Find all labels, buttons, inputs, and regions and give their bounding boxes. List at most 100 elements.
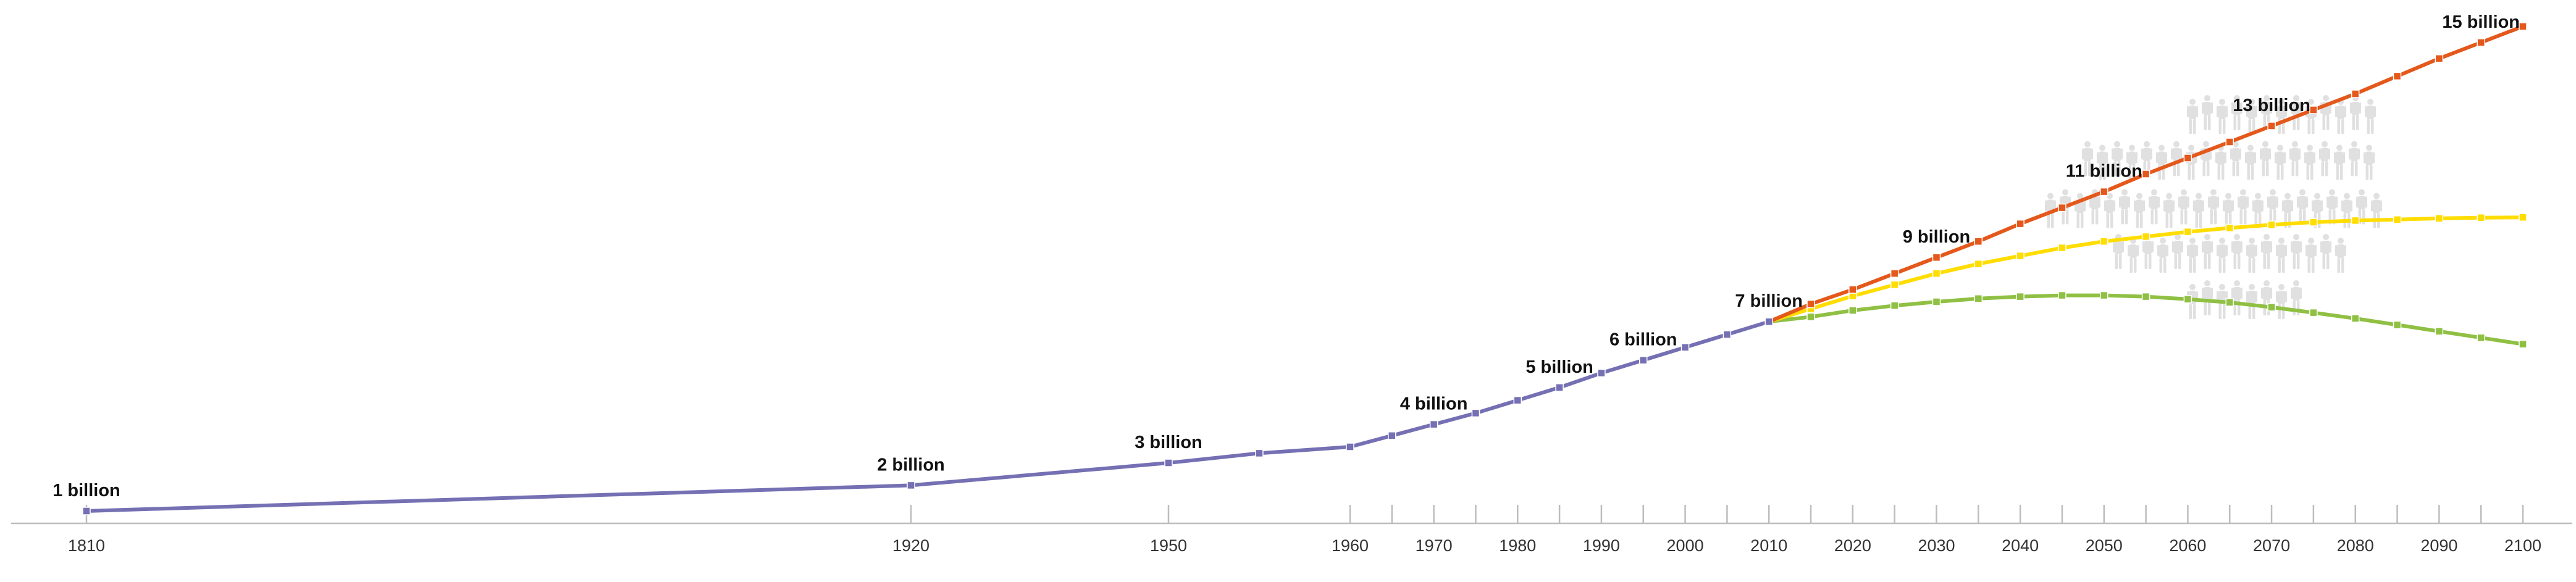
person-silhouette-icon [2349,141,2360,177]
data-point [1932,269,1941,278]
data-point [1974,294,1983,303]
data-point [1722,330,1732,339]
person-silhouette-icon [2276,284,2287,319]
person-silhouette-icon [2215,144,2226,180]
series-line [85,320,1771,513]
data-point [2393,215,2402,224]
x-tick-label: 1810 [68,536,105,555]
data-label: 13 billion [2233,96,2310,115]
x-tick-label: 2100 [2504,536,2541,555]
data-point [1513,396,1522,405]
data-point [1255,449,1264,458]
data-point [1346,443,1354,451]
person-silhouette-icon [2157,238,2168,273]
person-silhouette-icon [2261,234,2272,269]
data-point [2309,308,2318,317]
person-silhouette-icon [2319,141,2330,177]
data-point [1388,431,1396,440]
person-silhouette-icon [2276,238,2287,273]
person-silhouette-icon [2149,189,2160,225]
person-silhouette-icon [2128,238,2139,273]
data-point [82,507,91,515]
person-silhouette-icon [2156,144,2167,180]
person-silhouette-icon [2365,99,2376,134]
person-silhouette-icon [2326,189,2338,225]
person-silhouette-icon [2171,141,2182,177]
data-point [2141,232,2150,241]
data-point [1932,253,1941,262]
person-silhouette-icon [2217,99,2228,134]
data-point [1974,237,1983,246]
data-point [2477,333,2485,342]
data-point [2477,213,2485,222]
data-point [1639,355,1648,365]
data-point [1680,343,1690,352]
data-point [2058,203,2066,212]
data-point [2435,54,2444,63]
data-point [2519,213,2527,222]
x-tick-label: 1980 [1499,536,1536,555]
data-point [2351,89,2360,98]
data-point [1848,285,1857,294]
data-label: 15 billion [2442,12,2520,32]
person-silhouette-icon [2291,234,2302,269]
x-tick-label: 2040 [2002,536,2039,555]
x-tick-label: 2060 [2169,536,2206,555]
x-tick-label: 1990 [1583,536,1620,555]
data-label: 1 billion [52,481,120,501]
person-silhouette-icon [2245,144,2256,180]
person-silhouette-icon [2364,144,2375,180]
x-tick-label: 1950 [1150,536,1187,555]
x-tick-label: 1970 [1416,536,1453,555]
person-silhouette-icon [2119,189,2130,225]
data-point [2058,243,2066,252]
data-point [1890,301,1899,310]
data-point [2016,292,2024,301]
data-point [2309,106,2318,114]
data-label: 6 billion [1609,330,1677,350]
person-silhouette-icon [2252,193,2263,228]
data-point [2309,218,2318,227]
data-point [2435,327,2444,336]
data-point [1848,306,1857,315]
person-silhouette-icon [2260,141,2271,177]
data-point [1164,459,1173,467]
data-point [2519,339,2527,349]
data-point [2225,138,2234,146]
x-tick-label: 2080 [2337,536,2374,555]
person-silhouette-icon [2217,238,2228,273]
person-silhouette-icon [2305,238,2317,273]
x-tick-label: 2020 [1834,536,1871,555]
person-silhouette-icon [2246,238,2257,273]
data-point [1806,299,1815,309]
person-silhouette-icon [2202,95,2213,130]
person-silhouette-icon [2223,193,2234,228]
person-silhouette-icon [2231,234,2242,269]
data-point [1597,368,1606,378]
data-point [2183,227,2192,236]
person-silhouette-icon [2334,144,2345,180]
person-silhouette-icon [2193,193,2204,228]
x-tick-label: 2030 [1918,536,1955,555]
data-point [2183,154,2192,162]
person-silhouette-icon [2320,95,2331,130]
data-point [2183,295,2192,304]
person-silhouette-icon [2289,141,2301,177]
data-point [907,481,915,490]
data-label: 7 billion [1735,291,1803,311]
data-point [2100,187,2108,196]
person-silhouette-icon [2201,141,2212,177]
data-point [2100,291,2108,300]
person-silhouette-icon [2335,99,2346,134]
data-label: 5 billion [1525,357,1593,377]
data-point [1429,420,1438,429]
data-point [2477,38,2485,47]
x-tick-label: 2070 [2253,536,2290,555]
person-silhouette-icon [2187,238,2198,273]
data-labels: 1 billion 2 billion 3 billion 4 billion 5 bi… [52,12,2520,501]
data-point [1764,317,1773,326]
x-tick-label: 2090 [2420,536,2457,555]
person-silhouette-icon [2202,280,2213,315]
data-point [1890,280,1899,289]
person-silhouette-icon [2335,238,2346,273]
